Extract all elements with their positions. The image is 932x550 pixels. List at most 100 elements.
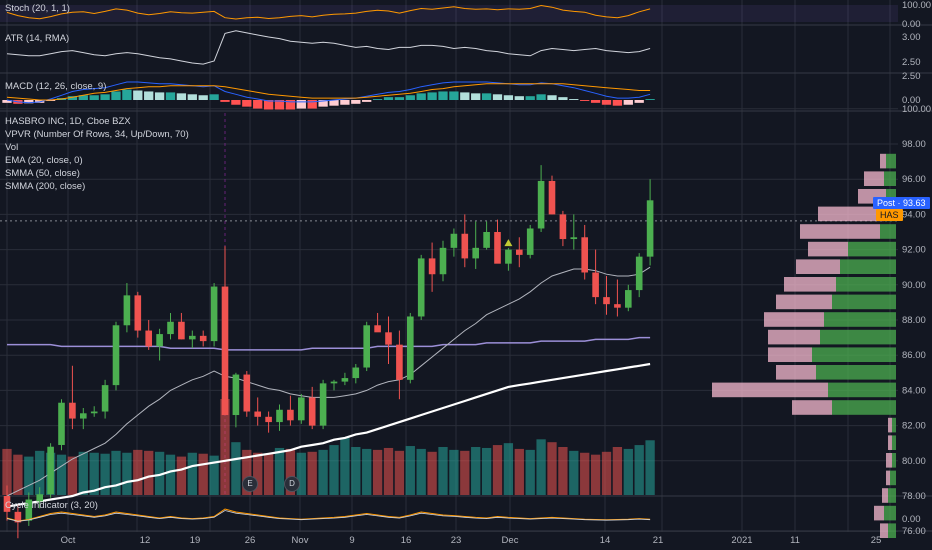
ema-label[interactable]: EMA (20, close, 0) [5, 155, 83, 166]
macd-signal-line [6, 83, 651, 101]
time-label-4[interactable]: Nov [292, 535, 309, 546]
time-label-10[interactable]: 21 [653, 535, 664, 546]
time-label-5[interactable]: 9 [349, 535, 354, 546]
main-tick-7[interactable]: 86.00 [902, 350, 926, 361]
macd-hist-26 [285, 100, 296, 110]
macd-tick-top[interactable]: 2.50 [902, 71, 921, 82]
vpvr-down-4 [800, 224, 880, 239]
macd-hist-43 [471, 93, 481, 100]
stoch-line [6, 4, 651, 20]
macd-hist-8 [89, 95, 99, 100]
main-tick-0[interactable]: 100.00 [902, 104, 931, 115]
volume-bar-41 [449, 449, 459, 495]
candle-body-51 [559, 214, 567, 240]
volume-bar-22 [242, 449, 252, 495]
candlesticks[interactable] [3, 165, 654, 539]
main-tick-9[interactable]: 82.00 [902, 421, 926, 432]
time-label-11[interactable]: 2021 [731, 535, 752, 546]
vpvr-up-18 [890, 470, 896, 486]
volume-bar-21 [231, 442, 241, 495]
macd-hist-11 [122, 89, 132, 100]
vpvr-label[interactable]: VPVR (Number Of Rows, 34, Up/Down, 70) [5, 129, 189, 140]
vpvr-up-9 [824, 312, 896, 327]
signal-triangle [504, 239, 513, 247]
candle-body-5 [58, 402, 65, 445]
macd-hist-0 [2, 100, 12, 103]
vpvr-up-13 [828, 382, 896, 398]
macd-hist-22 [242, 100, 252, 107]
time-label-6[interactable]: 16 [401, 535, 412, 546]
macd-hist-24 [263, 100, 274, 110]
stoch-label[interactable]: Stoch (20, 1, 1) [5, 3, 70, 14]
macd-hist-38 [416, 93, 426, 100]
vpvr-down-17 [886, 453, 892, 468]
vpvr-up-0 [886, 153, 896, 169]
main-tick-5[interactable]: 90.00 [902, 280, 926, 291]
symbol-label[interactable]: HASBRO INC, 1D, Cboe BZX [5, 116, 131, 127]
macd-hist-18 [198, 95, 208, 100]
main-tick-11[interactable]: 78.00 [902, 491, 926, 502]
cycle-label[interactable]: Cycle Indicator (3, 20) [5, 500, 98, 511]
vol-label[interactable]: Vol [5, 142, 18, 153]
candle-body-14 [156, 334, 163, 347]
macd-hist-48 [525, 96, 535, 100]
stoch-tick-top[interactable]: 100.00 [902, 0, 931, 11]
time-label-0[interactable]: Oct [61, 535, 76, 546]
atr-label[interactable]: ATR (14, RMA) [5, 33, 69, 44]
smma50-label[interactable]: SMMA (50, close) [5, 168, 80, 179]
volume-bar-6 [67, 456, 78, 495]
candle-body-53 [581, 237, 588, 273]
vpvr-down-19 [882, 488, 888, 503]
macd-label[interactable]: MACD (12, 26, close, 9) [5, 81, 106, 92]
time-label-1[interactable]: 12 [140, 535, 151, 546]
candle-body-43 [472, 247, 479, 259]
macd-line [6, 81, 651, 104]
time-label-12[interactable]: 11 [790, 535, 800, 546]
macd-hist-42 [460, 92, 470, 100]
vpvr-down-14 [792, 400, 832, 415]
dividend-event-badge[interactable]: D [284, 476, 300, 492]
candle-body-44 [483, 232, 490, 248]
price-axes[interactable]: 100.000.003.002.502.500.00100.0098.0096.… [902, 0, 931, 550]
time-label-8[interactable]: Dec [502, 535, 519, 546]
cycle-tick[interactable]: 0.00 [902, 514, 921, 525]
main-tick-6[interactable]: 88.00 [902, 315, 926, 326]
volume-bars [2, 399, 655, 495]
main-tick-8[interactable]: 84.00 [902, 385, 926, 396]
macd-hist-25 [274, 100, 285, 110]
volume-bar-29 [318, 449, 328, 495]
atr-tick-bottom[interactable]: 2.50 [902, 57, 921, 68]
macd-tick-bottom[interactable]: 0.00 [902, 95, 921, 106]
time-label-13[interactable]: 25 [871, 535, 882, 546]
main-tick-12[interactable]: 76.00 [902, 526, 926, 537]
candle-body-7 [80, 413, 87, 419]
volume-bar-57 [623, 448, 633, 495]
macd-hist-9 [100, 94, 110, 100]
volume-bar-54 [590, 454, 601, 495]
volume-bar-50 [547, 442, 557, 495]
time-label-7[interactable]: 23 [451, 535, 462, 546]
main-tick-4[interactable]: 92.00 [902, 245, 926, 256]
volume-bar-47 [514, 448, 524, 495]
volume-bar-2 [24, 456, 34, 495]
candle-body-15 [167, 321, 174, 335]
time-label-2[interactable]: 19 [190, 535, 201, 546]
time-label-9[interactable]: 14 [600, 535, 611, 546]
time-label-3[interactable]: 26 [245, 535, 256, 546]
vpvr-up-10 [820, 329, 896, 345]
main-tick-1[interactable]: 98.00 [902, 139, 926, 150]
earnings-event-badge[interactable]: E [242, 476, 258, 492]
macd-hist-27 [296, 100, 306, 109]
main-tick-2[interactable]: 96.00 [902, 174, 926, 185]
stoch-tick-bottom[interactable]: 0.00 [902, 19, 921, 30]
volume-bar-30 [329, 445, 339, 495]
time-axis[interactable]: Oct 12 19 26 Nov 9 16 23 Dec 14 21 2021 11 25 [61, 535, 882, 546]
volume-bar-23 [253, 452, 263, 495]
smma200-label[interactable]: SMMA (200, close) [5, 181, 85, 192]
volume-bar-45 [492, 445, 503, 495]
atr-tick-top[interactable]: 3.00 [902, 32, 921, 43]
volume-bar-11 [122, 452, 132, 495]
main-tick-3[interactable]: 94.00 [902, 209, 926, 220]
main-tick-10[interactable]: 80.00 [902, 456, 926, 467]
